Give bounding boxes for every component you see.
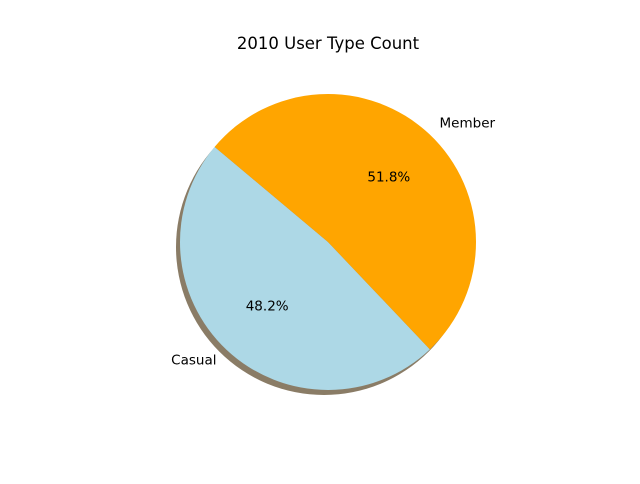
slice-label-casual: Casual bbox=[171, 353, 216, 369]
chart-title: 2010 User Type Count bbox=[237, 34, 420, 53]
slice-label-member: Member bbox=[440, 115, 496, 131]
pie-slice-casual bbox=[180, 146, 430, 391]
slice-percent-member: 51.8% bbox=[367, 169, 410, 185]
slice-percent-casual: 48.2% bbox=[246, 299, 289, 315]
pie-slice-group bbox=[180, 93, 477, 391]
pie-slice-member bbox=[214, 93, 477, 350]
pie-label-group: Casual 48.2% Member 51.8% bbox=[171, 115, 495, 368]
